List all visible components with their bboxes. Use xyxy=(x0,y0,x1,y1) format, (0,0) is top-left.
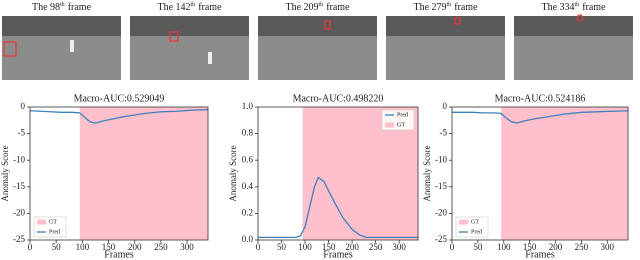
legend-label: GT xyxy=(397,122,405,128)
y-tick-label: -25 xyxy=(13,234,25,244)
y-tick-label: -10 xyxy=(13,154,25,164)
x-tick-label: 300 xyxy=(180,242,194,252)
caption-text: The 142 xyxy=(157,2,190,13)
x-tick-label: 50 xyxy=(52,242,62,252)
y-tick-label: -15 xyxy=(435,181,447,191)
x-tick-label: 150 xyxy=(322,242,336,252)
gt-region xyxy=(79,107,208,240)
legend-label: Pred xyxy=(49,229,60,235)
frame-caption: The 334th frame xyxy=(541,2,606,13)
caption-sup: th xyxy=(191,2,196,8)
y-tick-label: -20 xyxy=(435,207,447,217)
x-tick-label: 50 xyxy=(277,242,287,252)
caption-sup: th xyxy=(447,2,452,8)
y-tick-label: -5 xyxy=(18,128,26,138)
y-tick-label: -5 xyxy=(440,128,448,138)
caption-text: The 334 xyxy=(541,2,574,13)
legend-swatch xyxy=(385,122,394,128)
x-tick-label: 250 xyxy=(575,242,589,252)
caption-text: The 98 xyxy=(32,2,60,13)
caption-text: The 279 xyxy=(413,2,446,13)
legend-label: Pred xyxy=(397,112,408,118)
y-axis-label: Anomaly Score xyxy=(0,145,10,201)
x-axis-label: Frames xyxy=(323,249,353,260)
x-axis-label: Frames xyxy=(525,249,555,260)
y-axis-label: Anomaly Score xyxy=(422,145,432,201)
chart-title: Macro-AUC:0.498220 xyxy=(293,93,384,104)
caption-sup: th xyxy=(575,2,580,8)
caption-sup: th xyxy=(319,2,324,8)
y-tick-label: 0.8 xyxy=(242,128,254,138)
y-tick-label: -15 xyxy=(13,181,25,191)
x-tick-label: 150 xyxy=(102,242,116,252)
y-tick-label: 0 xyxy=(21,101,26,111)
x-tick-label: 0 xyxy=(28,242,33,252)
caption-text: frame xyxy=(454,2,478,13)
x-tick-label: 300 xyxy=(392,242,406,252)
pred-line xyxy=(29,109,209,124)
frame-image xyxy=(386,16,505,80)
y-tick-label: 0.6 xyxy=(242,154,254,164)
x-tick-label: 100 xyxy=(298,242,312,252)
gt-region xyxy=(501,107,628,240)
x-axis-label: Frames xyxy=(104,249,134,260)
legend-label: GT xyxy=(49,219,57,225)
frames xyxy=(2,14,633,80)
pred-line xyxy=(258,176,418,238)
y-tick-label: 0.2 xyxy=(242,207,253,217)
frame-caption: The 98th frame xyxy=(32,2,92,13)
x-tick-label: 300 xyxy=(601,242,615,252)
x-tick-label: 50 xyxy=(473,242,483,252)
y-tick-label: -10 xyxy=(435,154,447,164)
plot-frame xyxy=(257,106,419,241)
y-tick-label: 1.0 xyxy=(242,101,254,111)
x-tick-label: 200 xyxy=(345,242,359,252)
legend-label: GT xyxy=(471,219,479,225)
frame-image xyxy=(2,16,121,80)
y-tick-label: -25 xyxy=(435,234,447,244)
x-tick-label: 250 xyxy=(369,242,383,252)
caption-text: frame xyxy=(326,2,350,13)
chart-title: Macro-AUC:0.524186 xyxy=(495,93,586,104)
frame-image xyxy=(130,16,249,80)
frame-caption: The 142th frame xyxy=(157,2,222,13)
chart-title: Macro-AUC:0.529049 xyxy=(74,93,165,104)
x-tick-label: 100 xyxy=(76,242,90,252)
frame-image xyxy=(258,16,377,80)
x-tick-label: 150 xyxy=(523,242,537,252)
frame-caption: The 279th frame xyxy=(413,2,478,13)
y-tick-label: 0.4 xyxy=(242,181,254,191)
legend-label: Pred xyxy=(471,229,482,235)
y-tick-label: -20 xyxy=(13,207,25,217)
plot-frame xyxy=(451,106,629,241)
x-tick-label: 0 xyxy=(256,242,261,252)
caption-text: frame xyxy=(582,2,606,13)
pred-line xyxy=(452,110,629,124)
legend-swatch xyxy=(459,219,468,225)
caption-text: frame xyxy=(198,2,222,13)
y-tick-label: 0.0 xyxy=(242,234,254,244)
x-tick-label: 200 xyxy=(549,242,563,252)
frame-caption: The 209th frame xyxy=(285,2,350,13)
legend-swatch xyxy=(37,219,46,225)
frame-image xyxy=(514,14,633,80)
x-tick-label: 250 xyxy=(154,242,168,252)
y-tick-label: 0 xyxy=(443,101,448,111)
caption-text: The 209 xyxy=(285,2,318,13)
caption-sup: th xyxy=(60,2,65,8)
y-axis-label: Anomaly Score xyxy=(228,145,238,201)
x-tick-label: 100 xyxy=(497,242,511,252)
x-tick-label: 0 xyxy=(450,242,455,252)
x-tick-label: 200 xyxy=(128,242,142,252)
plot-frame xyxy=(29,106,209,241)
caption-text: frame xyxy=(68,2,92,13)
